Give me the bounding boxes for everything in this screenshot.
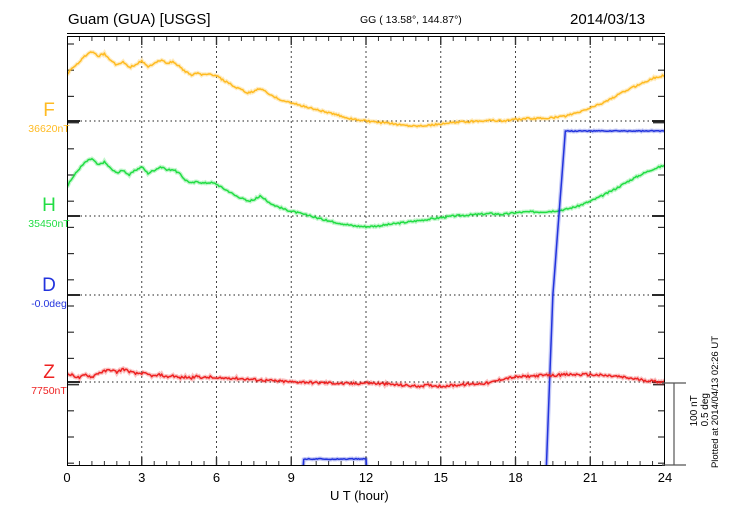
x-tick-label: 18 [508,470,523,485]
component-value-Z: 7750nT [31,385,67,397]
x-tick-label: 12 [358,470,374,485]
component-label-F: F 36620nT [28,100,75,135]
curve-D [302,129,665,466]
x-tick-label: 15 [433,470,448,485]
component-letter-D: D [42,275,56,296]
component-letter-Z: Z [43,362,55,383]
x-tick-label: 0 [63,470,71,485]
x-tick-label: 3 [138,470,146,485]
magnetogram-plot [67,36,665,466]
curve-F [67,51,665,128]
component-value-D: -0.0deg [31,298,67,310]
curve-Z [67,367,665,388]
header-divider [67,33,665,34]
observation-date: 2014/03/13 [570,11,646,28]
plotted-timestamp: Plotted at 2014/04/13 02:26 UT [710,336,721,469]
x-axis-title: U T (hour) [330,488,389,503]
component-letter-F: F [43,100,55,121]
component-letter-H: H [42,195,56,216]
component-value-H: 35450nT [28,218,70,230]
component-label-D: D -0.0deg [31,275,75,310]
page-title: Guam (GUA) [USGS] [68,11,211,28]
x-tick-label: 24 [657,470,673,485]
x-tick-label: 9 [287,470,295,485]
component-value-F: 36620nT [28,123,70,135]
component-baselines [67,120,665,383]
x-tick-label: 21 [583,470,598,485]
vertical-gridlines [141,36,591,466]
component-curves [67,48,665,466]
component-label-Z: Z 7750nT [31,362,75,397]
scale-bar-nt-label: 100 nT [689,395,700,427]
scale-bar [662,382,686,466]
component-label-H: H 35450nT [28,195,75,230]
geographic-coordinates: GG ( 13.58°, 144.87°) [360,14,462,26]
scale-bar-labels: 100 nT 0.5 deg [689,393,711,426]
y-axis-ticks [67,43,665,464]
x-tick-label: 6 [212,470,221,485]
curve-H [67,157,665,229]
